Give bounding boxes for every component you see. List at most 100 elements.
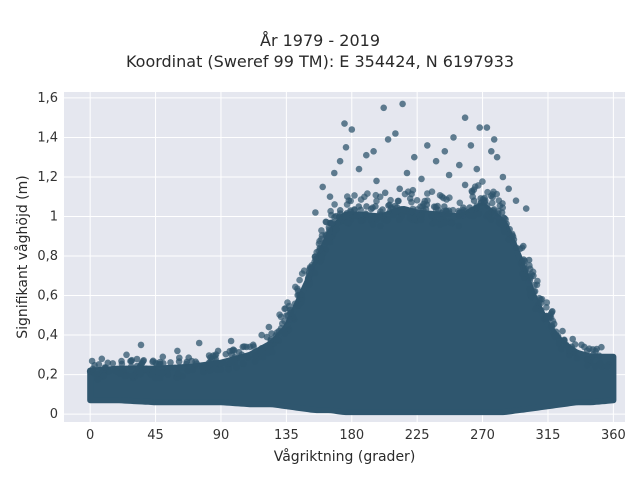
data-point [467,142,475,149]
data-point [89,365,97,373]
data-point [449,206,457,214]
data-point [212,359,220,366]
data-point [225,366,232,373]
data-point [479,178,486,185]
x-tick-label: 135 [274,428,299,443]
data-point [475,210,483,218]
data-point [265,323,273,331]
y-tick-label: 1,4 [37,130,58,145]
data-point [184,367,191,375]
data-point [296,291,304,298]
data-point [312,255,319,263]
data-point [160,360,167,367]
data-point [238,351,246,359]
data-point [373,177,380,185]
data-point [343,201,351,208]
data-point [520,261,528,268]
data-point [296,276,303,284]
data-point [332,225,340,233]
x-tick-label: 270 [470,428,495,443]
data-point [432,206,440,214]
data-point [283,312,290,319]
data-point [418,211,426,219]
data-point [137,341,145,349]
data-point [431,219,439,226]
data-point [326,238,334,246]
x-tick-label: 360 [601,428,626,443]
data-point [239,360,247,367]
data-point [409,205,417,213]
data-point [495,197,503,204]
data-point [455,222,463,230]
data-points [86,100,617,416]
data-point [543,304,550,311]
data-point [275,327,283,335]
y-tick-label: 0,4 [37,328,58,343]
data-point [326,193,334,200]
data-point [525,256,533,264]
data-point [526,277,534,285]
data-point [364,190,371,197]
data-point [468,206,475,214]
data-point [421,197,429,205]
data-point [387,196,394,204]
data-point [595,352,603,360]
data-point [522,205,530,212]
data-point [543,315,550,323]
data-point [322,218,330,226]
data-point [298,270,306,277]
data-point [315,240,323,247]
data-point [498,221,505,228]
data-point [496,202,504,210]
y-tick-label: 0 [50,407,58,422]
data-point [534,277,541,285]
data-point [231,356,238,363]
data-point [490,136,498,143]
data-point [127,357,134,365]
data-point [133,355,141,363]
data-point [116,370,124,377]
y-tick-label: 0,6 [37,289,58,304]
data-point [98,355,106,363]
x-tick-label: 225 [405,428,430,443]
data-point [336,157,344,165]
data-point [552,328,560,336]
data-point [432,157,440,165]
data-point [411,215,418,223]
data-point [598,343,605,351]
data-point [488,148,495,155]
data-point [174,347,181,355]
y-tick-label: 0,2 [37,368,58,383]
data-point [566,347,573,354]
data-point [411,153,418,161]
data-point [174,370,182,377]
y-tick-label: 1,6 [37,91,58,106]
x-axis-title: Vågriktning (grader) [274,448,416,465]
data-point [491,209,498,217]
data-point [185,354,192,362]
data-point [325,226,333,234]
chart-title-block: År 1979 - 2019 Koordinat (Sweref 99 TM):… [0,30,640,72]
data-point [331,169,338,177]
data-point [499,173,507,181]
data-point [489,199,496,207]
data-point [351,192,358,199]
data-point [342,144,350,151]
data-point [450,134,457,141]
data-point [123,351,130,359]
data-point [244,354,252,361]
x-tick-label: 180 [339,428,364,443]
tick-labels: 0 45 90 135 180 225 270 315 360 0 0,2 0,4 0,6 0,8 1 1,2… [37,91,625,443]
data-point [399,100,406,108]
data-point [563,341,570,349]
data-point [490,188,497,196]
data-point [267,336,275,343]
data-point [214,347,222,355]
data-point [121,372,129,380]
data-point [239,343,247,351]
data-point [167,359,174,366]
data-point [193,360,200,367]
data-point [331,201,338,208]
data-point [306,264,314,271]
data-point [133,362,141,370]
